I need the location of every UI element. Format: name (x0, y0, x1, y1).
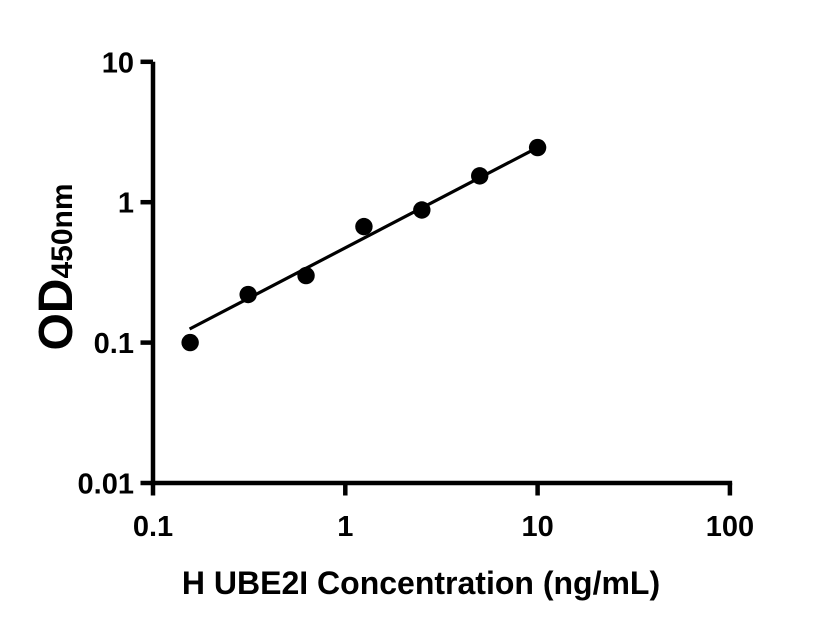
data-point (413, 201, 431, 219)
y-axis-title: OD450nm (30, 183, 83, 350)
y-axis-title-subscript: 450nm (46, 183, 79, 278)
data-layer (181, 138, 547, 352)
data-point (297, 266, 315, 285)
data-point (471, 167, 489, 185)
x-tick-label: 1 (337, 511, 353, 543)
x-tick-label: 0.1 (133, 511, 173, 543)
y-tick-label: 0.01 (78, 469, 134, 501)
data-point (181, 333, 199, 352)
y-tick-label: 1 (118, 188, 134, 220)
data-point (355, 217, 373, 236)
axes-layer: 0.1 1 10 100 10 1 0.1 0.01 (78, 47, 755, 543)
x-tick-label: 10 (521, 511, 553, 543)
x-tick-label: 100 (706, 511, 754, 543)
y-tick-label: 0.1 (94, 328, 134, 360)
data-point (239, 285, 257, 304)
y-tick-label: 10 (102, 47, 134, 79)
data-point (528, 138, 547, 157)
x-axis-title: H UBE2I Concentration (ng/mL) (182, 565, 660, 601)
y-axis-title-main: OD (30, 279, 83, 351)
